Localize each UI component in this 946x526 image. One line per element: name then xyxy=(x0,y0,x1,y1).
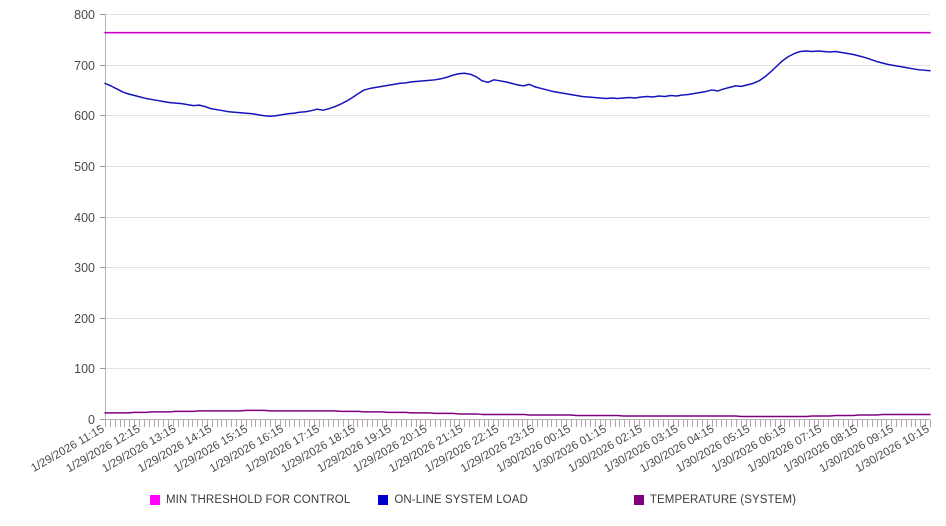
y-tick-label: 200 xyxy=(74,312,95,326)
legend-swatch-icon xyxy=(378,495,389,505)
gridlines xyxy=(105,14,930,420)
legend-swatch-icon xyxy=(149,495,160,505)
y-tick-label: 0 xyxy=(88,413,95,427)
y-tick-label: 700 xyxy=(74,59,95,73)
series-line-2 xyxy=(104,409,931,418)
y-tick-label: 400 xyxy=(74,211,95,225)
x-axis-labels: 1/29/2026 11:151/29/2026 12:151/29/2026 … xyxy=(29,423,931,475)
y-axis-labels: 0 100 200 300 400 500 600 700 800 xyxy=(74,8,95,427)
legend-item[interactable]: ON-LINE SYSTEM LOAD xyxy=(378,494,528,506)
y-tick-label: 500 xyxy=(74,160,95,174)
axis-lines xyxy=(105,14,930,420)
legend-item[interactable]: TEMPERATURE (SYSTEM) xyxy=(633,494,797,506)
y-tick-marks xyxy=(100,14,105,420)
legend-item[interactable]: MIN THRESHOLD FOR CONTROL xyxy=(149,494,351,506)
x-minor-ticks xyxy=(105,420,931,427)
legend-label: ON-LINE SYSTEM LOAD xyxy=(394,494,528,506)
chart-legend: MIN THRESHOLD FOR CONTROL ON-LINE SYSTEM … xyxy=(0,494,946,506)
y-tick-label: 600 xyxy=(74,109,95,123)
y-tick-label: 300 xyxy=(74,261,95,275)
series-line-1 xyxy=(104,50,931,118)
series-lines xyxy=(104,31,931,418)
legend-label: TEMPERATURE (SYSTEM) xyxy=(649,494,797,506)
y-tick-label: 800 xyxy=(74,8,95,22)
legend-swatch-icon xyxy=(633,495,644,505)
y-tick-label: 100 xyxy=(74,362,95,376)
legend-label: MIN THRESHOLD FOR CONTROL xyxy=(165,494,351,506)
